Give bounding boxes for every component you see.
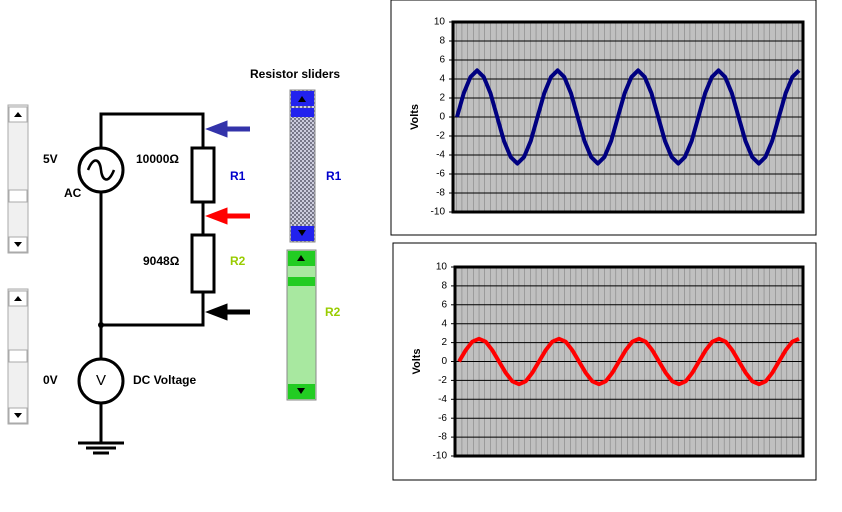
y-tick-label: -6: [436, 169, 445, 180]
y-tick-label: -8: [438, 432, 447, 443]
y-tick-label: 6: [441, 299, 447, 310]
r1-label: R1: [230, 169, 246, 183]
left-scrollbars: [7, 104, 29, 425]
y-tick-label: -6: [438, 413, 447, 424]
meter-label: DC Voltage: [133, 373, 196, 387]
y-tick-label: 4: [441, 318, 447, 329]
meter-reading: 0V: [43, 373, 58, 387]
series-line: [455, 68, 801, 166]
circuit-wires: [77, 112, 216, 455]
y-tick-label: 0: [439, 112, 445, 123]
y-tick-label: -10: [433, 451, 448, 462]
r1-value: 10000Ω: [136, 152, 179, 166]
source-voltage: 5V: [43, 152, 58, 166]
meter-symbol: V: [96, 372, 106, 389]
y-axis-label: Volts: [409, 104, 421, 130]
y-tick-label: 6: [439, 55, 445, 66]
r2-value: 9048Ω: [143, 254, 180, 268]
arrows: [205, 120, 250, 321]
source-type: AC: [64, 186, 82, 200]
y-tick-label: 2: [441, 337, 447, 348]
r2-slider-label: R2: [325, 305, 341, 319]
y-tick-label: 10: [434, 17, 446, 28]
y-tick-label: -10: [431, 207, 446, 218]
r2-slider[interactable]: [286, 249, 317, 401]
y-tick-label: 8: [441, 281, 447, 292]
sliders-title: Resistor sliders: [250, 67, 340, 81]
y-tick-label: -8: [436, 188, 445, 199]
y-tick-label: -4: [438, 394, 447, 405]
r1-slider[interactable]: [289, 89, 316, 243]
y-tick-label: 0: [441, 356, 447, 367]
plot-border: [451, 20, 805, 214]
r2-label: R2: [230, 254, 246, 268]
y-tick-label: 2: [439, 93, 445, 104]
plot-border: [453, 265, 805, 458]
y-tick-label: 10: [436, 262, 448, 273]
y-tick-label: 4: [439, 74, 445, 85]
y-tick-label: -4: [436, 150, 445, 161]
y-axis-label: Volts: [411, 348, 423, 374]
junction: [98, 322, 104, 328]
series-line: [457, 336, 800, 387]
y-tick-label: 8: [439, 36, 445, 47]
y-tick-label: -2: [436, 131, 445, 142]
y-tick-label: -2: [438, 375, 447, 386]
r1-slider-label: R1: [326, 169, 342, 183]
